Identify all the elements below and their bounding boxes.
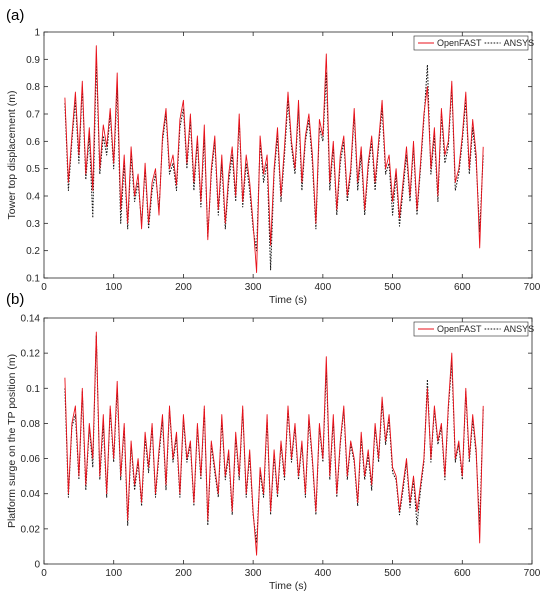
x-tick-label: 400 (315, 282, 332, 293)
x-tick-label: 700 (524, 568, 541, 579)
y-tick-label: 0.12 (21, 349, 41, 360)
y-tick-label: 0.6 (26, 137, 40, 148)
legend-label-openfast: OpenFAST (437, 38, 482, 48)
x-tick-label: 300 (245, 568, 262, 579)
panel-label: (a) (6, 7, 24, 24)
y-tick-label: 0.14 (21, 314, 41, 325)
x-axis-label: Time (s) (269, 294, 307, 306)
x-tick-label: 600 (454, 568, 471, 579)
legend-label-openfast: OpenFAST (437, 324, 482, 334)
plot-area (43, 317, 533, 565)
x-tick-label: 200 (175, 568, 192, 579)
x-tick-label: 400 (315, 568, 332, 579)
y-tick-label: 1 (34, 28, 40, 39)
y-tick-label: 0 (34, 560, 40, 571)
panel-label: (b) (6, 291, 24, 308)
x-tick-label: 500 (384, 568, 401, 579)
x-tick-label: 0 (41, 568, 47, 579)
legend-box (413, 35, 529, 51)
y-tick-label: 0.5 (26, 164, 40, 175)
legend-label-ansys: ANSYS (504, 324, 535, 334)
y-tick-label: 0.02 (21, 524, 41, 535)
series-line-openfast (64, 45, 484, 273)
y-tick-label: 0.1 (26, 384, 40, 395)
x-tick-label: 200 (175, 282, 192, 293)
x-tick-label: 0 (41, 282, 47, 293)
x-axis-label: Time (s) (269, 580, 307, 592)
x-tick-label: 600 (454, 282, 471, 293)
y-tick-label: 0.9 (26, 55, 40, 66)
x-tick-label: 100 (105, 282, 122, 293)
y-tick-label: 0.2 (26, 246, 40, 257)
legend-box (413, 321, 529, 337)
legend: OpenFAST ANSYS (413, 35, 535, 51)
y-tick-label: 0.04 (21, 489, 41, 500)
legend: OpenFAST ANSYS (413, 321, 535, 337)
y-tick-label: 0.8 (26, 82, 40, 93)
y-tick-label: 0.4 (26, 192, 40, 203)
y-tick-label: 0.08 (21, 419, 41, 430)
chart-panel-a: (a) 0 100 200 300 400 500 600 700 0.1 0.2 0.3 0.4 0.5… (6, 7, 541, 306)
x-tick-label: 700 (524, 282, 541, 293)
series-line-openfast (64, 331, 484, 556)
x-tick-label: 100 (105, 568, 122, 579)
y-tick-label: 0.06 (21, 454, 41, 465)
y-axis-label: Platform surge on the TP position (m) (6, 354, 18, 528)
legend-label-ansys: ANSYS (504, 38, 535, 48)
y-axis-label: Tower top displacement (m) (6, 91, 18, 220)
y-tick-label: 0.3 (26, 219, 40, 230)
x-tick-label: 300 (245, 282, 262, 293)
y-tick-label: 0.7 (26, 110, 40, 121)
plot-area (43, 31, 533, 279)
x-tick-label: 500 (384, 282, 401, 293)
chart-panel-b: (b) 0 100 200 300 400 500 600 700 0 0.02 0.04 0.06 0.… (6, 291, 541, 592)
y-tick-label: 0.1 (26, 274, 40, 285)
